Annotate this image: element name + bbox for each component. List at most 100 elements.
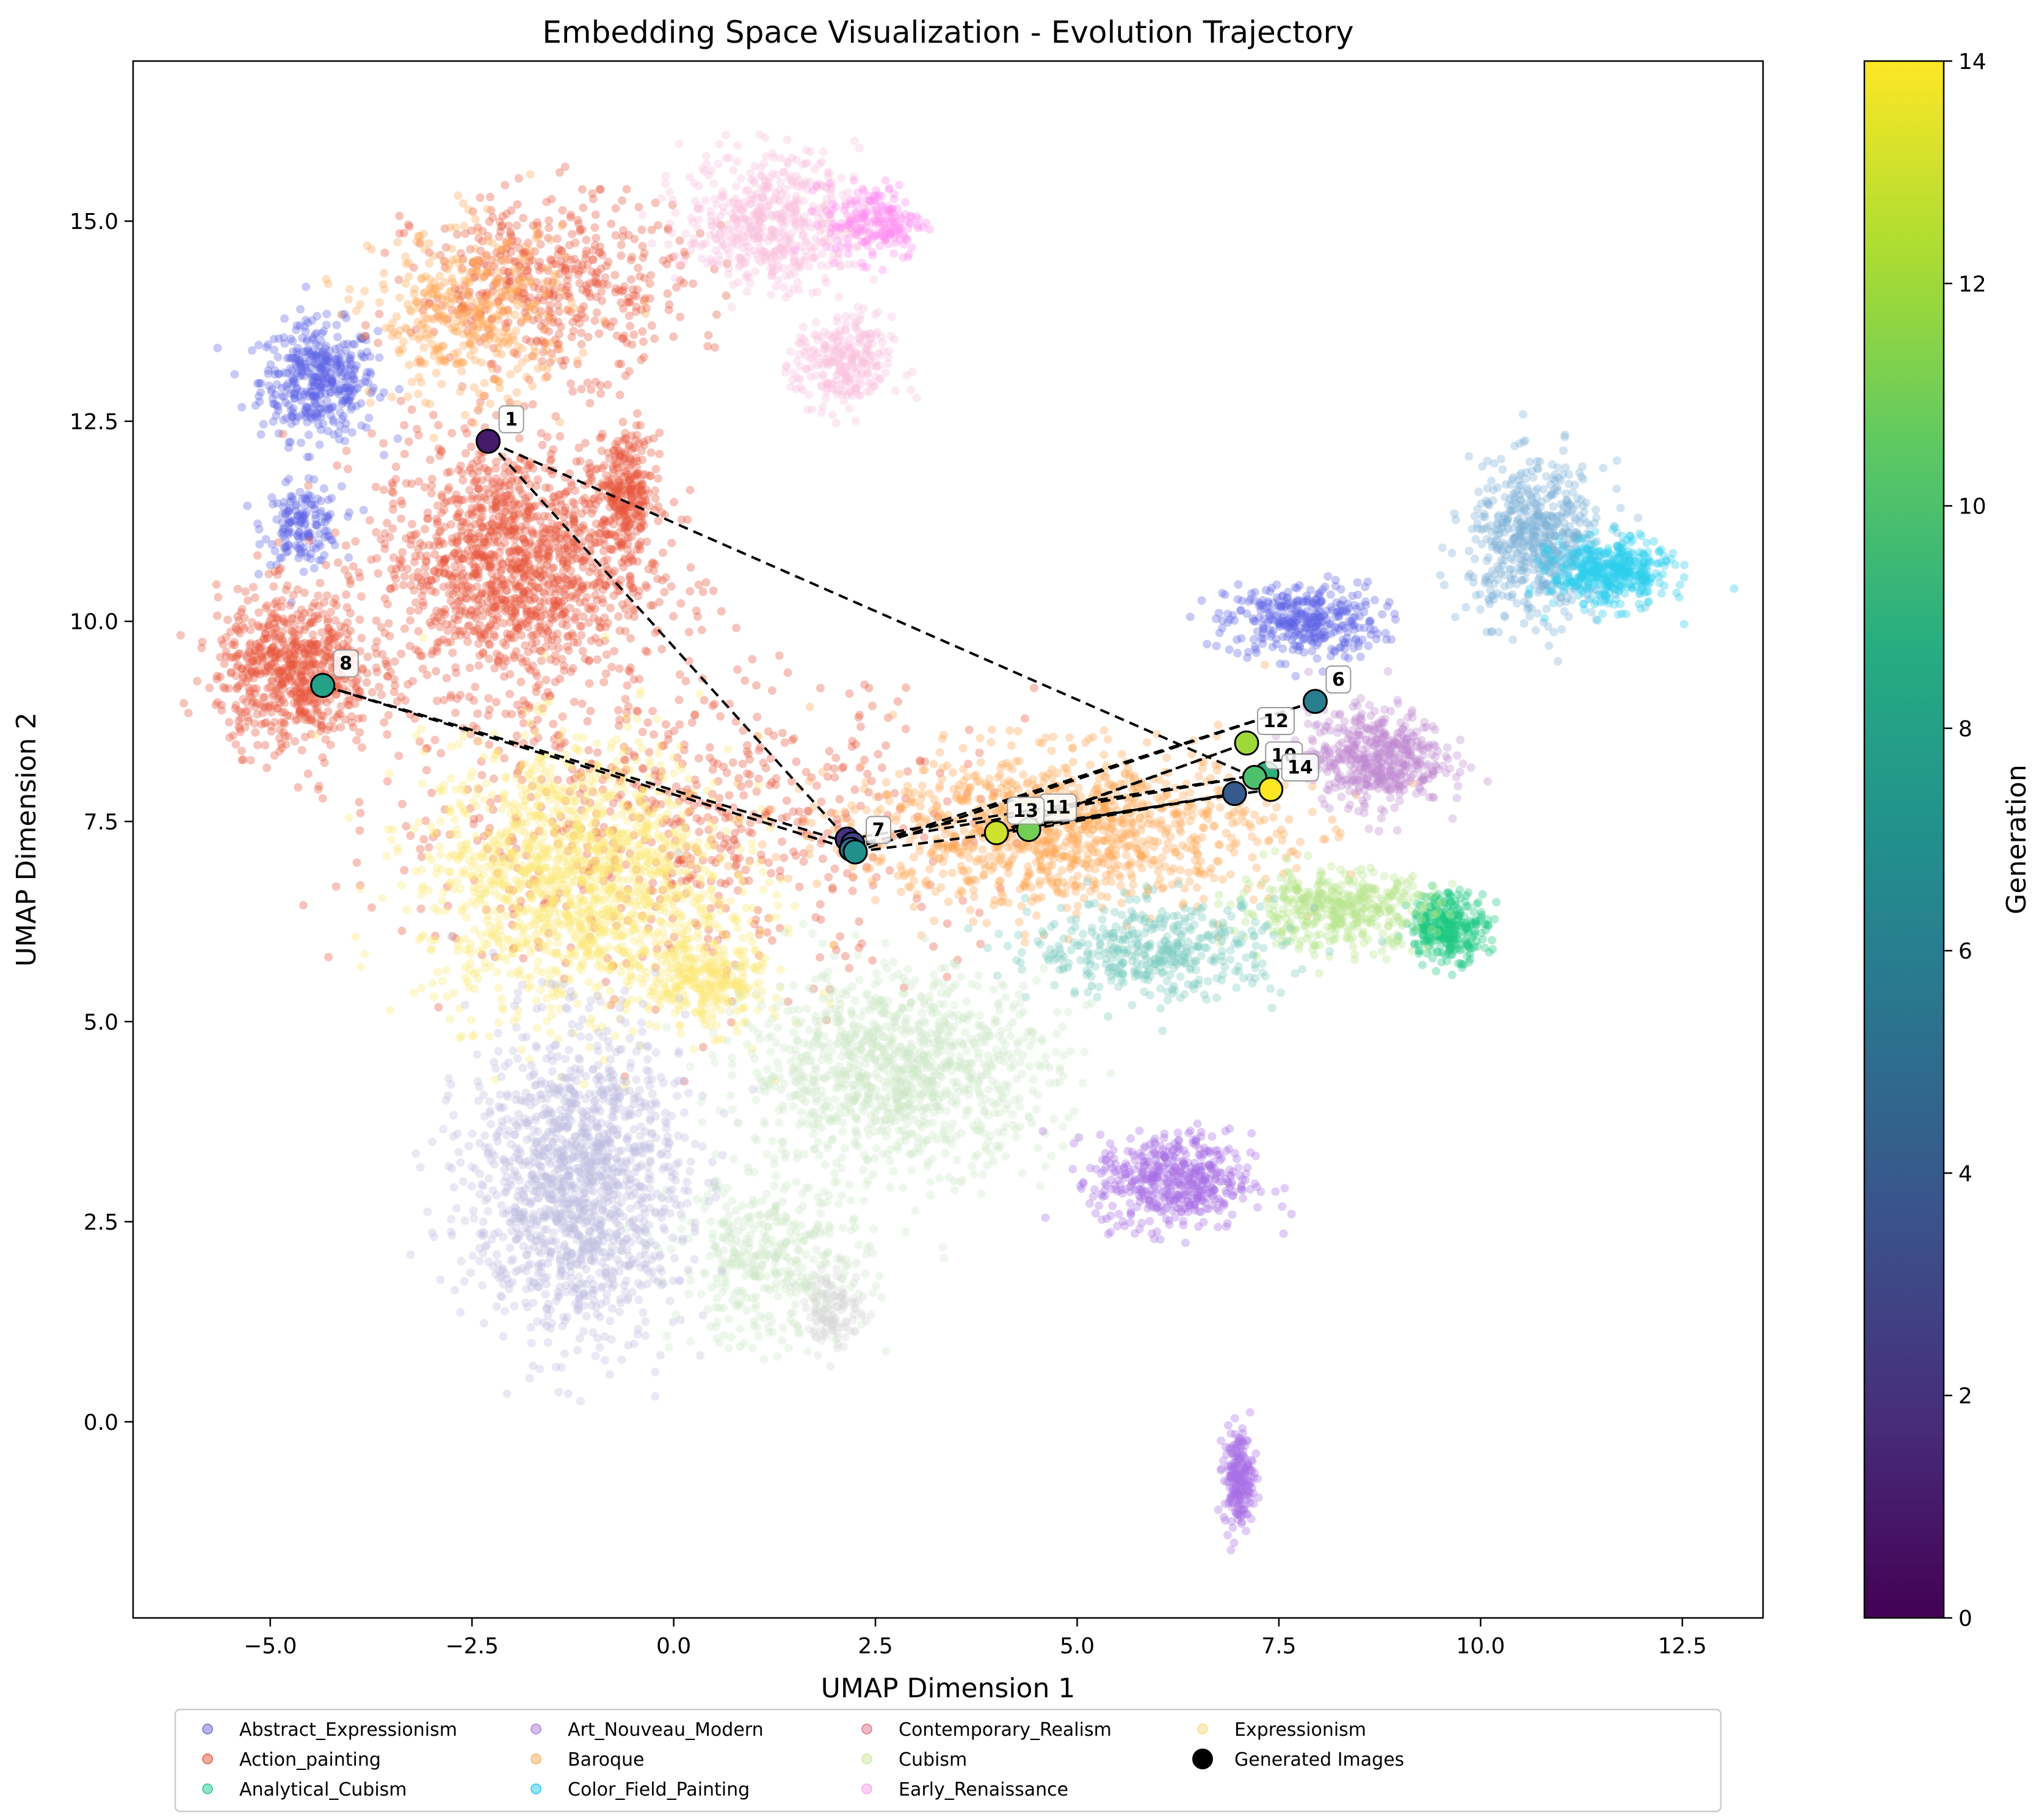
background-point [1218, 589, 1227, 598]
background-point [277, 383, 286, 393]
background-point [475, 404, 484, 413]
background-point [321, 366, 330, 375]
background-point [419, 835, 429, 844]
background-point [474, 566, 483, 575]
background-point [586, 706, 595, 716]
background-point [342, 360, 352, 369]
background-point [257, 720, 266, 729]
background-point [317, 426, 325, 434]
background-point [722, 768, 731, 777]
background-point [1349, 644, 1358, 653]
background-point [416, 844, 425, 854]
background-point [1281, 603, 1291, 612]
background-point [400, 572, 409, 581]
background-point [730, 853, 739, 862]
background-point [471, 477, 480, 486]
background-point [596, 381, 605, 390]
background-point [965, 725, 974, 734]
background-point [413, 424, 421, 433]
background-point [783, 668, 792, 677]
background-point [316, 579, 325, 587]
background-point [541, 288, 551, 297]
background-point [631, 510, 640, 519]
plot-frame [132, 60, 1764, 1619]
background-points [176, 130, 1739, 1554]
background-point [465, 663, 474, 672]
background-point [839, 763, 848, 771]
background-point [440, 506, 449, 515]
background-point [397, 926, 407, 935]
background-point [360, 353, 369, 362]
background-point [464, 205, 473, 214]
background-point [258, 708, 267, 717]
background-point [477, 770, 487, 780]
background-point [1300, 648, 1309, 657]
background-point [453, 694, 462, 703]
background-point [294, 783, 303, 792]
background-point [331, 616, 340, 625]
background-point [236, 714, 245, 723]
background-point [491, 622, 501, 631]
background-point [291, 417, 300, 426]
background-point [619, 286, 628, 295]
background-point [244, 673, 253, 683]
background-point [845, 963, 854, 973]
background-point [454, 597, 463, 606]
background-point [516, 254, 526, 263]
background-point [372, 554, 382, 563]
background-point [377, 690, 386, 699]
background-point [316, 365, 325, 374]
background-point [315, 529, 324, 538]
background-point [534, 554, 543, 564]
background-point [503, 394, 512, 403]
background-point [462, 609, 471, 618]
background-point [422, 333, 432, 343]
background-point [375, 393, 385, 402]
background-point [614, 612, 623, 621]
background-point [474, 305, 483, 314]
background-point [302, 336, 311, 346]
background-point [816, 900, 825, 909]
background-point [534, 310, 543, 319]
background-point [669, 332, 678, 341]
background-point [609, 317, 618, 326]
background-point [349, 387, 358, 396]
background-point [261, 535, 270, 544]
background-point [565, 241, 574, 250]
background-point [327, 628, 336, 637]
background-point [419, 343, 429, 352]
background-point [747, 828, 756, 838]
background-point [590, 241, 599, 250]
background-point [1250, 596, 1259, 605]
background-point [343, 399, 352, 407]
background-point [799, 857, 808, 866]
background-point [557, 222, 567, 231]
background-point [304, 389, 313, 398]
background-point [496, 567, 505, 576]
background-point [320, 344, 330, 353]
background-point [383, 777, 392, 786]
background-point [302, 413, 311, 421]
background-point [615, 391, 625, 399]
background-point [331, 355, 341, 364]
background-point [402, 822, 411, 831]
background-point [366, 398, 375, 407]
background-point [592, 273, 601, 282]
background-point [500, 470, 509, 479]
background-point [305, 536, 314, 545]
background-point [455, 387, 465, 396]
background-point [286, 672, 295, 681]
background-point [705, 753, 714, 763]
background-point [304, 655, 313, 664]
background-point [336, 702, 346, 711]
background-point [358, 334, 367, 343]
background-point [427, 788, 436, 797]
background-point [427, 282, 436, 291]
background-point [513, 623, 523, 633]
background-point [469, 592, 479, 601]
background-point [485, 705, 494, 714]
background-point [314, 591, 323, 600]
background-point [607, 662, 616, 672]
background-point [863, 769, 872, 778]
background-point [305, 349, 314, 358]
